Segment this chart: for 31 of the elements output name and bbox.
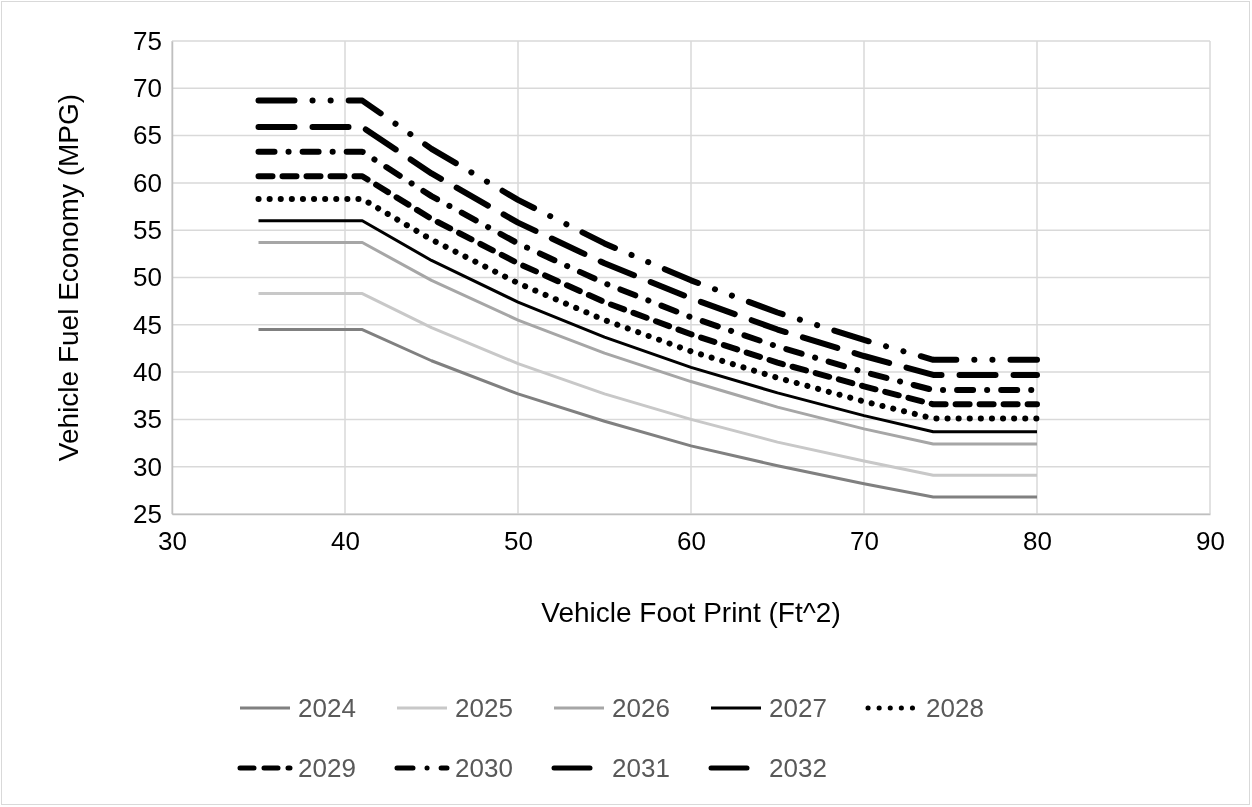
y-tick-label: 45 bbox=[133, 309, 162, 340]
x-tick-label: 80 bbox=[1023, 526, 1052, 557]
legend-label: 2029 bbox=[298, 753, 356, 783]
y-tick-label: 50 bbox=[133, 262, 162, 293]
y-tick-label: 30 bbox=[133, 451, 162, 482]
x-axis-title: Vehicle Foot Print (Ft^2) bbox=[541, 597, 841, 628]
y-tick-label: 60 bbox=[133, 167, 162, 198]
y-tick-label: 75 bbox=[133, 25, 162, 56]
legend-label: 2032 bbox=[769, 753, 827, 783]
line-series bbox=[257, 328, 1039, 499]
x-tick-label: 50 bbox=[504, 526, 533, 557]
legend-label: 2028 bbox=[926, 693, 984, 723]
x-tick-label: 60 bbox=[677, 526, 706, 557]
legend-label: 2026 bbox=[612, 693, 670, 723]
x-tick-label: 90 bbox=[1196, 526, 1225, 557]
legend-label: 2024 bbox=[298, 693, 356, 723]
legend-label: 2025 bbox=[455, 693, 513, 723]
y-tick-label: 25 bbox=[133, 498, 162, 529]
y-tick-label: 55 bbox=[133, 215, 162, 246]
y-tick-label: 40 bbox=[133, 356, 162, 387]
legend-label: 2027 bbox=[769, 693, 827, 723]
y-axis-title: Vehicle Fuel Economy (MPG) bbox=[53, 93, 84, 462]
y-tick-label: 35 bbox=[133, 404, 162, 435]
x-tick-label: 40 bbox=[331, 526, 360, 557]
legend-label: 2031 bbox=[612, 753, 670, 783]
line-series bbox=[257, 292, 1039, 477]
x-tick-label: 70 bbox=[850, 526, 879, 557]
legend-label: 2030 bbox=[455, 753, 513, 783]
y-tick-label: 70 bbox=[133, 73, 162, 104]
y-tick-label: 65 bbox=[133, 120, 162, 151]
x-tick-label: 30 bbox=[158, 526, 187, 557]
